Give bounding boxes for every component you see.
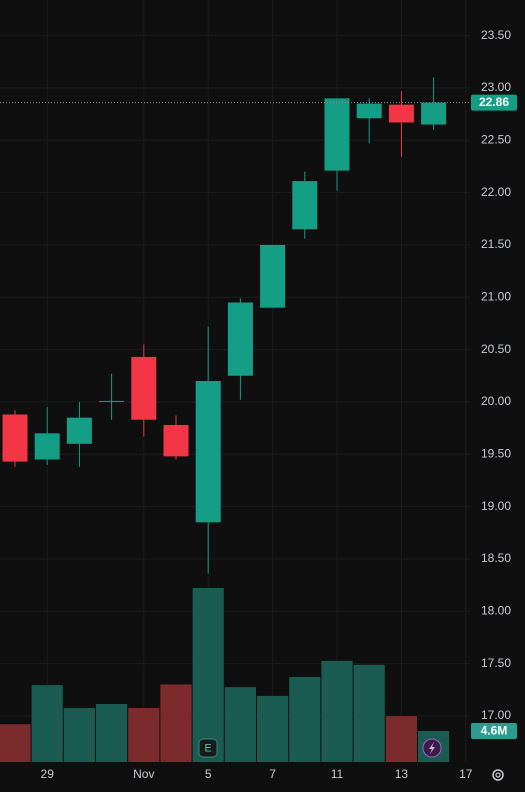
volume-bar (31, 685, 63, 762)
y-tick-label: 23.00 (481, 80, 511, 94)
candle-body (324, 98, 350, 171)
volume-bar (224, 687, 256, 762)
volume-bar (0, 724, 31, 762)
dividend-icon[interactable] (422, 738, 442, 758)
volume-label: 4.6M (481, 724, 508, 738)
volume-bar (192, 588, 224, 762)
price-pane (0, 77, 470, 574)
x-tick-label: Nov (133, 767, 154, 781)
x-tick-label: 17 (459, 767, 473, 781)
candle-body (421, 102, 447, 125)
earnings-icon[interactable]: E (198, 738, 218, 758)
y-tick-label: 19.50 (481, 446, 511, 460)
last-price-tag (471, 94, 517, 111)
candle-body (227, 302, 253, 376)
candle-body (195, 381, 221, 523)
volume-pane (0, 588, 450, 762)
candle-body (66, 417, 92, 444)
candle-body (260, 244, 286, 308)
volume-tag (471, 722, 517, 739)
volume-bar (160, 684, 192, 762)
y-tick-label: 18.00 (481, 603, 511, 617)
last-price-label: 22.86 (479, 95, 509, 109)
x-tick-label: 13 (395, 767, 409, 781)
volume-bar (353, 664, 385, 762)
y-tick-label: 19.00 (481, 499, 511, 513)
volume-bar (63, 708, 95, 762)
candle-body (2, 414, 28, 462)
y-tick-label: 23.50 (481, 28, 511, 42)
y-tick-label: 18.50 (481, 551, 511, 565)
volume-bar (128, 708, 160, 762)
volume-bar (385, 716, 417, 762)
y-tick-label: 21.50 (481, 237, 511, 251)
y-tick-label: 17.50 (481, 656, 511, 670)
y-tick-label: 22.00 (481, 185, 511, 199)
y-tick-label: 20.00 (481, 394, 511, 408)
svg-text:E: E (204, 742, 211, 754)
candle-body (163, 424, 189, 457)
candle-body (356, 103, 382, 119)
y-tick-label: 21.00 (481, 289, 511, 303)
settings-icon[interactable] (492, 769, 504, 781)
candle-body (131, 356, 157, 420)
candle-body (292, 181, 318, 230)
candle-body (34, 433, 60, 460)
volume-bar (96, 704, 128, 762)
x-tick-label: 7 (269, 767, 276, 781)
candle-body (388, 104, 414, 123)
volume-bar (257, 695, 289, 762)
y-tick-label: 20.50 (481, 342, 511, 356)
x-tick-label: 5 (205, 767, 212, 781)
candle-body (99, 400, 125, 402)
y-tick-label: 22.50 (481, 132, 511, 146)
x-tick-label: 11 (331, 767, 344, 781)
axes: 17.00 17.50 18.00 18.50 19.00 19.50 20.00 20.50… (41, 28, 517, 781)
x-tick-label: 29 (41, 767, 55, 781)
volume-bar (289, 677, 321, 762)
y-tick-label: 17.00 (481, 708, 511, 722)
volume-bar (321, 660, 353, 762)
